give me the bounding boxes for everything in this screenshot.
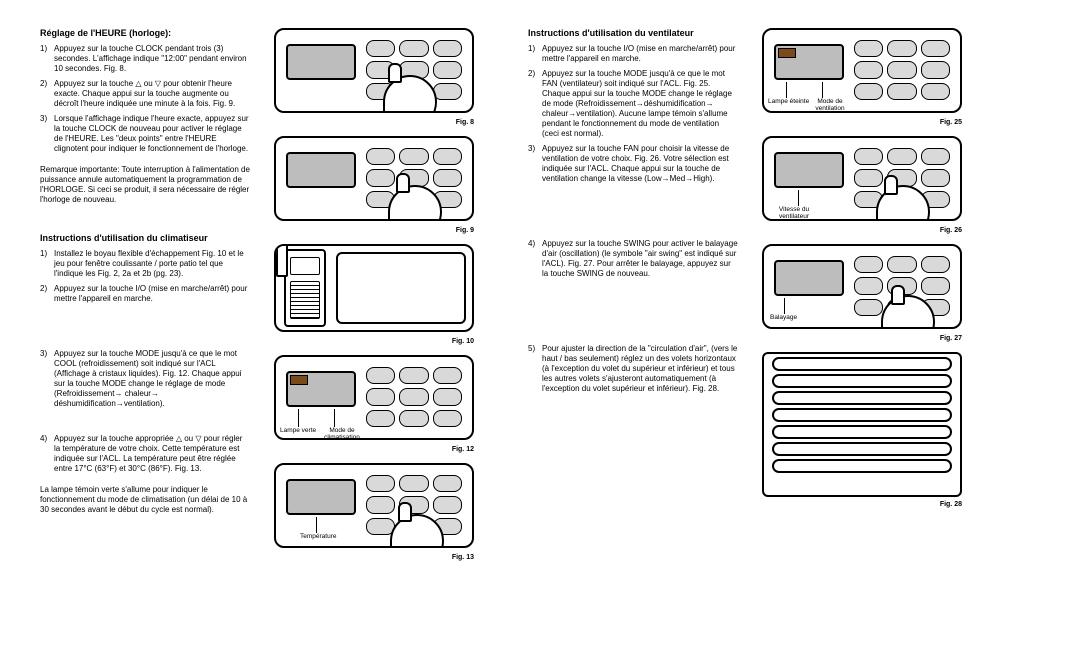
- label-lampe-eteinte: Lampe éteinte: [768, 98, 809, 105]
- right-text-column: Instructions d'utilisation du ventilateu…: [528, 28, 738, 627]
- cool-steps-b: 3)Appuyez sur la touche MODE jusqu'à ce …: [40, 349, 250, 414]
- panel-fig8: [274, 28, 474, 113]
- cool-note: La lampe témoin verte s'allume pour indi…: [40, 485, 250, 515]
- heading-fan: Instructions d'utilisation du ventilateu…: [528, 28, 738, 38]
- label-balayage: Balayage: [770, 314, 797, 321]
- cool-steps-c: 4)Appuyez sur la touche appropriée △ ou …: [40, 434, 250, 479]
- panel-fig12: Lampe verte Mode de climatisation: [274, 355, 474, 440]
- lcd-icon: [286, 44, 356, 80]
- figcap-13: Fig. 13: [274, 554, 474, 561]
- fan-steps-3: 5)Pour ajuster la direction de la "circu…: [528, 344, 738, 399]
- finger-icon: [388, 63, 402, 83]
- panel-fig10: [274, 244, 474, 332]
- unit-icon: [284, 249, 326, 327]
- hose-icon: [276, 244, 288, 277]
- figcap-28: Fig. 28: [762, 501, 962, 508]
- panel-fig28: [762, 352, 962, 497]
- panel-fig13: Température: [274, 463, 474, 548]
- label-lampe-verte: Lampe verte: [280, 427, 316, 434]
- label-vitesse: Vitesse du ventilateur: [770, 206, 818, 220]
- panel-fig9: [274, 136, 474, 221]
- hand-icon: [764, 476, 824, 497]
- figcap-8: Fig. 8: [274, 119, 474, 126]
- heading-cool: Instructions d'utilisation du climatiseu…: [40, 233, 250, 243]
- figcap-25: Fig. 25: [762, 119, 962, 126]
- label-mode-vent: Mode de ventilation: [810, 98, 850, 112]
- left-figure-column: Fig. 8 Fig. 9 Fig. 10 Lampe verte Mode d…: [274, 28, 474, 627]
- panel-fig27: Balayage: [762, 244, 962, 329]
- figcap-12: Fig. 12: [274, 446, 474, 453]
- label-temperature: Température: [300, 533, 337, 540]
- fan-steps-2: 4)Appuyez sur la touche SWING pour activ…: [528, 239, 738, 284]
- figcap-9: Fig. 9: [274, 227, 474, 234]
- cool-steps-a: 1)Installez le boyau flexible d'échappem…: [40, 249, 250, 309]
- figcap-27: Fig. 27: [762, 335, 962, 342]
- clock-steps: 1)Appuyez sur la touche CLOCK pendant tr…: [40, 44, 250, 159]
- right-figure-column: Lampe éteinte Mode de ventilation Fig. 2…: [762, 28, 962, 627]
- fan-steps-1: 1)Appuyez sur la touche I/O (mise en mar…: [528, 44, 738, 189]
- heading-clock: Réglage de l'HEURE (horloge):: [40, 28, 250, 38]
- mode-indicator-icon: [290, 375, 308, 385]
- left-text-column: Réglage de l'HEURE (horloge): 1)Appuyez …: [40, 28, 250, 627]
- figcap-26: Fig. 26: [762, 227, 962, 234]
- clock-note: Remarque importante: Toute interruption …: [40, 165, 250, 205]
- panel-fig26: Vitesse du ventilateur: [762, 136, 962, 221]
- label-mode-clim: Mode de climatisation: [322, 427, 362, 440]
- figcap-10: Fig. 10: [274, 338, 474, 345]
- panel-fig25: Lampe éteinte Mode de ventilation: [762, 28, 962, 113]
